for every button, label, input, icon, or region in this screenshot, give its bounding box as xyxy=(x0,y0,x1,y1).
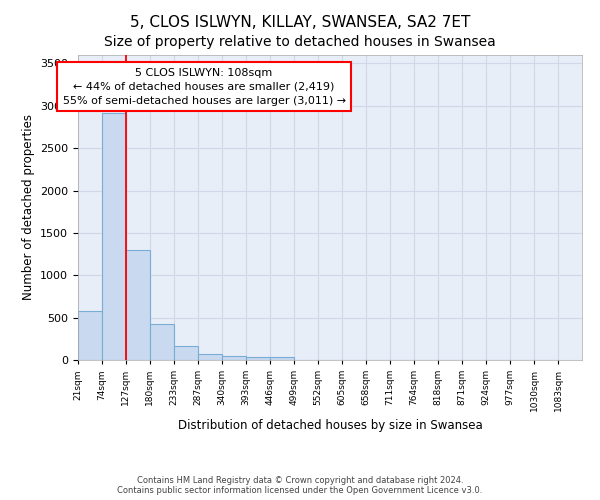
Bar xyxy=(174,346,198,360)
Bar xyxy=(270,357,294,360)
Bar xyxy=(150,324,174,360)
Bar xyxy=(198,354,222,360)
Bar xyxy=(126,250,150,360)
Text: Contains HM Land Registry data © Crown copyright and database right 2024.
Contai: Contains HM Land Registry data © Crown c… xyxy=(118,476,482,495)
Bar xyxy=(102,112,126,360)
Bar xyxy=(246,356,270,360)
Text: 5, CLOS ISLWYN, KILLAY, SWANSEA, SA2 7ET: 5, CLOS ISLWYN, KILLAY, SWANSEA, SA2 7ET xyxy=(130,15,470,30)
X-axis label: Distribution of detached houses by size in Swansea: Distribution of detached houses by size … xyxy=(178,420,482,432)
Text: 5 CLOS ISLWYN: 108sqm
← 44% of detached houses are smaller (2,419)
55% of semi-d: 5 CLOS ISLWYN: 108sqm ← 44% of detached … xyxy=(62,68,346,106)
Text: Size of property relative to detached houses in Swansea: Size of property relative to detached ho… xyxy=(104,35,496,49)
Bar xyxy=(222,356,246,360)
Bar xyxy=(78,311,102,360)
Y-axis label: Number of detached properties: Number of detached properties xyxy=(22,114,35,300)
